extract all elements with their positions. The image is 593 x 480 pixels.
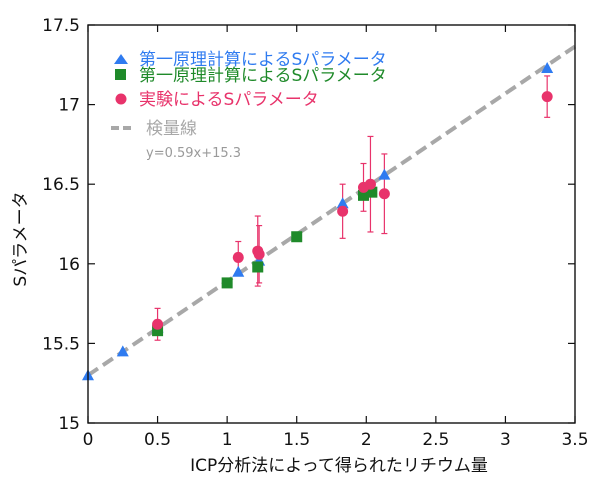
data-point-triangle [541,61,554,73]
data-point-square [221,277,233,289]
legend-label-fit-line: 検量線 [146,119,197,139]
x-tick-label: 3.5 [561,430,588,450]
data-point-square [358,189,370,201]
x-tick-label: 3 [500,430,511,450]
data-point-circle [253,248,265,260]
calibration-line [86,44,577,377]
y-tick-label: 15.5 [42,334,80,354]
data-point-triangle [336,197,349,209]
x-tick-label: 0 [83,430,94,450]
axes-layer: 0 0.5 1 1.5 2 2.5 3 3.5 15 15.5 16 16.5 17 17.5 [42,16,588,450]
data-point-triangle [116,345,129,357]
x-axis-title: ICP分析法によって得られたリチウム量 [190,456,488,476]
y-tick-label: 16 [58,255,80,275]
plot-frame [87,24,576,424]
data-point-circle [232,251,244,263]
data-point-triangle [232,265,245,277]
data-point-square [366,186,378,198]
x-tick-label: 1 [222,430,233,450]
data-point-circle [378,188,390,200]
y-tick-label: 16.5 [42,175,80,195]
data-point-square [291,231,303,243]
y-tick-label: 17.5 [42,16,80,36]
legend-marker-square-icon [115,69,126,80]
fit-equation: y=0.59x+15.3 [146,146,241,161]
data-point-square [152,325,164,337]
legend-marker-triangle-icon [114,54,128,64]
calibration-line-layer [86,44,577,377]
data-point-square [252,261,264,273]
data-point-circle [337,205,349,217]
data-point-circle [541,91,553,103]
legend-marker-circle-icon [115,93,127,105]
y-axis-title: Sパラメータ [11,191,31,286]
y-tick-label: 15 [58,414,80,434]
data-marks-layer [82,61,554,381]
data-point-circle [364,178,376,190]
legend-label-circle: 実験によるSパラメータ [139,90,319,110]
x-tick-label: 2 [361,430,372,450]
x-tick-label: 2.5 [422,430,449,450]
legend: 第一原理計算によるSパラメータ 第一原理計算によるSパラメータ 実験によるSパラ… [111,50,387,161]
x-tick-label: 0.5 [144,430,171,450]
y-tick-label: 17 [58,96,80,116]
legend-label-square: 第一原理計算によるSパラメータ [139,66,387,86]
data-point-circle [152,318,164,330]
data-point-triangle [378,168,391,180]
legend-label-triangle: 第一原理計算によるSパラメータ [139,50,387,70]
x-tick-label: 1.5 [283,430,310,450]
